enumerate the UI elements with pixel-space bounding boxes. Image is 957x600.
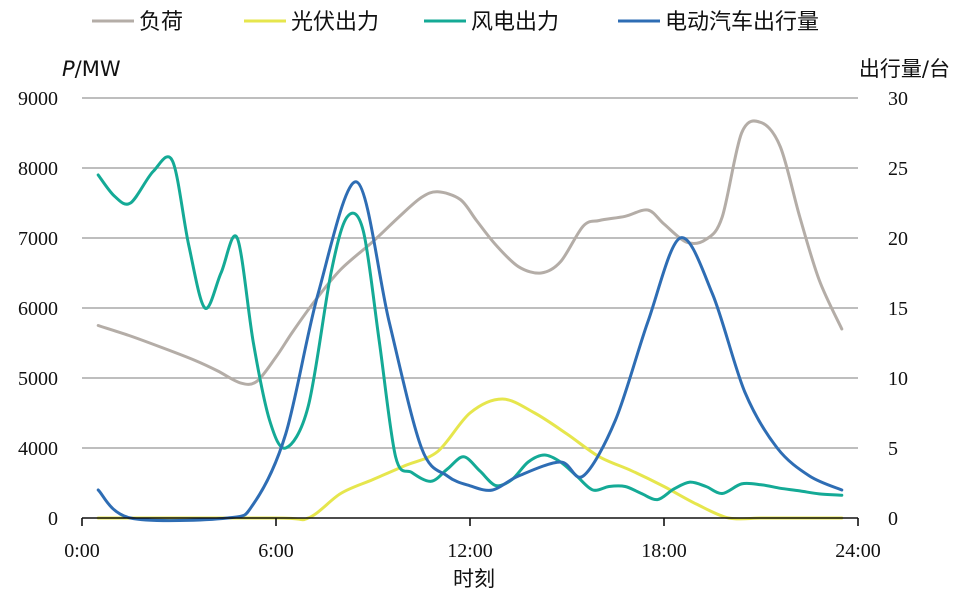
y-right-tick-label: 25 [888,158,908,180]
y-left-tick-label: 7000 [18,228,58,250]
x-tick-label: 18:00 [641,540,687,562]
axes: 0 4000 5000 6000 7000 8000 9000 0 5 10 15 20 25 30 0:0… [18,88,908,562]
y-left-title-var: P [62,57,75,81]
x-axis-title: 时刻 [453,567,495,591]
series-line-ev-trips [96,180,844,523]
y-left-title-unit: /MW [75,57,121,81]
y-right-tick-label: 10 [888,368,908,390]
grid [82,97,858,449]
y-right-tick-label: 20 [888,228,908,250]
y-left-tick-label: 8000 [18,158,58,180]
x-tick-label: 0:00 [64,540,100,562]
y-left-tick-label: 5000 [18,368,58,390]
legend-label-load: 负荷 [139,10,183,35]
legend-label-solar: 光伏出力 [291,10,379,35]
legend-label-ev-trips: 电动汽车出行量 [665,10,819,35]
x-tick-label: 6:00 [258,540,294,562]
series-layer [96,119,844,523]
x-tick-label: 24:00 [835,540,881,562]
y-right-tick-label: 30 [888,88,908,110]
y-left-tick-label: 4000 [18,438,58,460]
y-right-tick-label: 5 [888,438,898,460]
y-right-tick-label: 15 [888,298,908,320]
series-line-wind [96,155,844,502]
y-right-title: 出行量/台 [859,57,950,81]
y-left-tick-label: 6000 [18,298,58,320]
legend: 负荷 光伏出力 风电出力 电动汽车出行量 [92,10,819,35]
series-line-load [96,119,844,386]
y-left-title: P/MW [62,57,121,81]
x-tick-label: 12:00 [447,540,493,562]
legend-label-wind: 风电出力 [471,10,559,35]
y-right-tick-label: 0 [888,508,898,530]
y-left-tick-label: 0 [48,508,58,530]
y-left-tick-label: 9000 [18,88,58,110]
